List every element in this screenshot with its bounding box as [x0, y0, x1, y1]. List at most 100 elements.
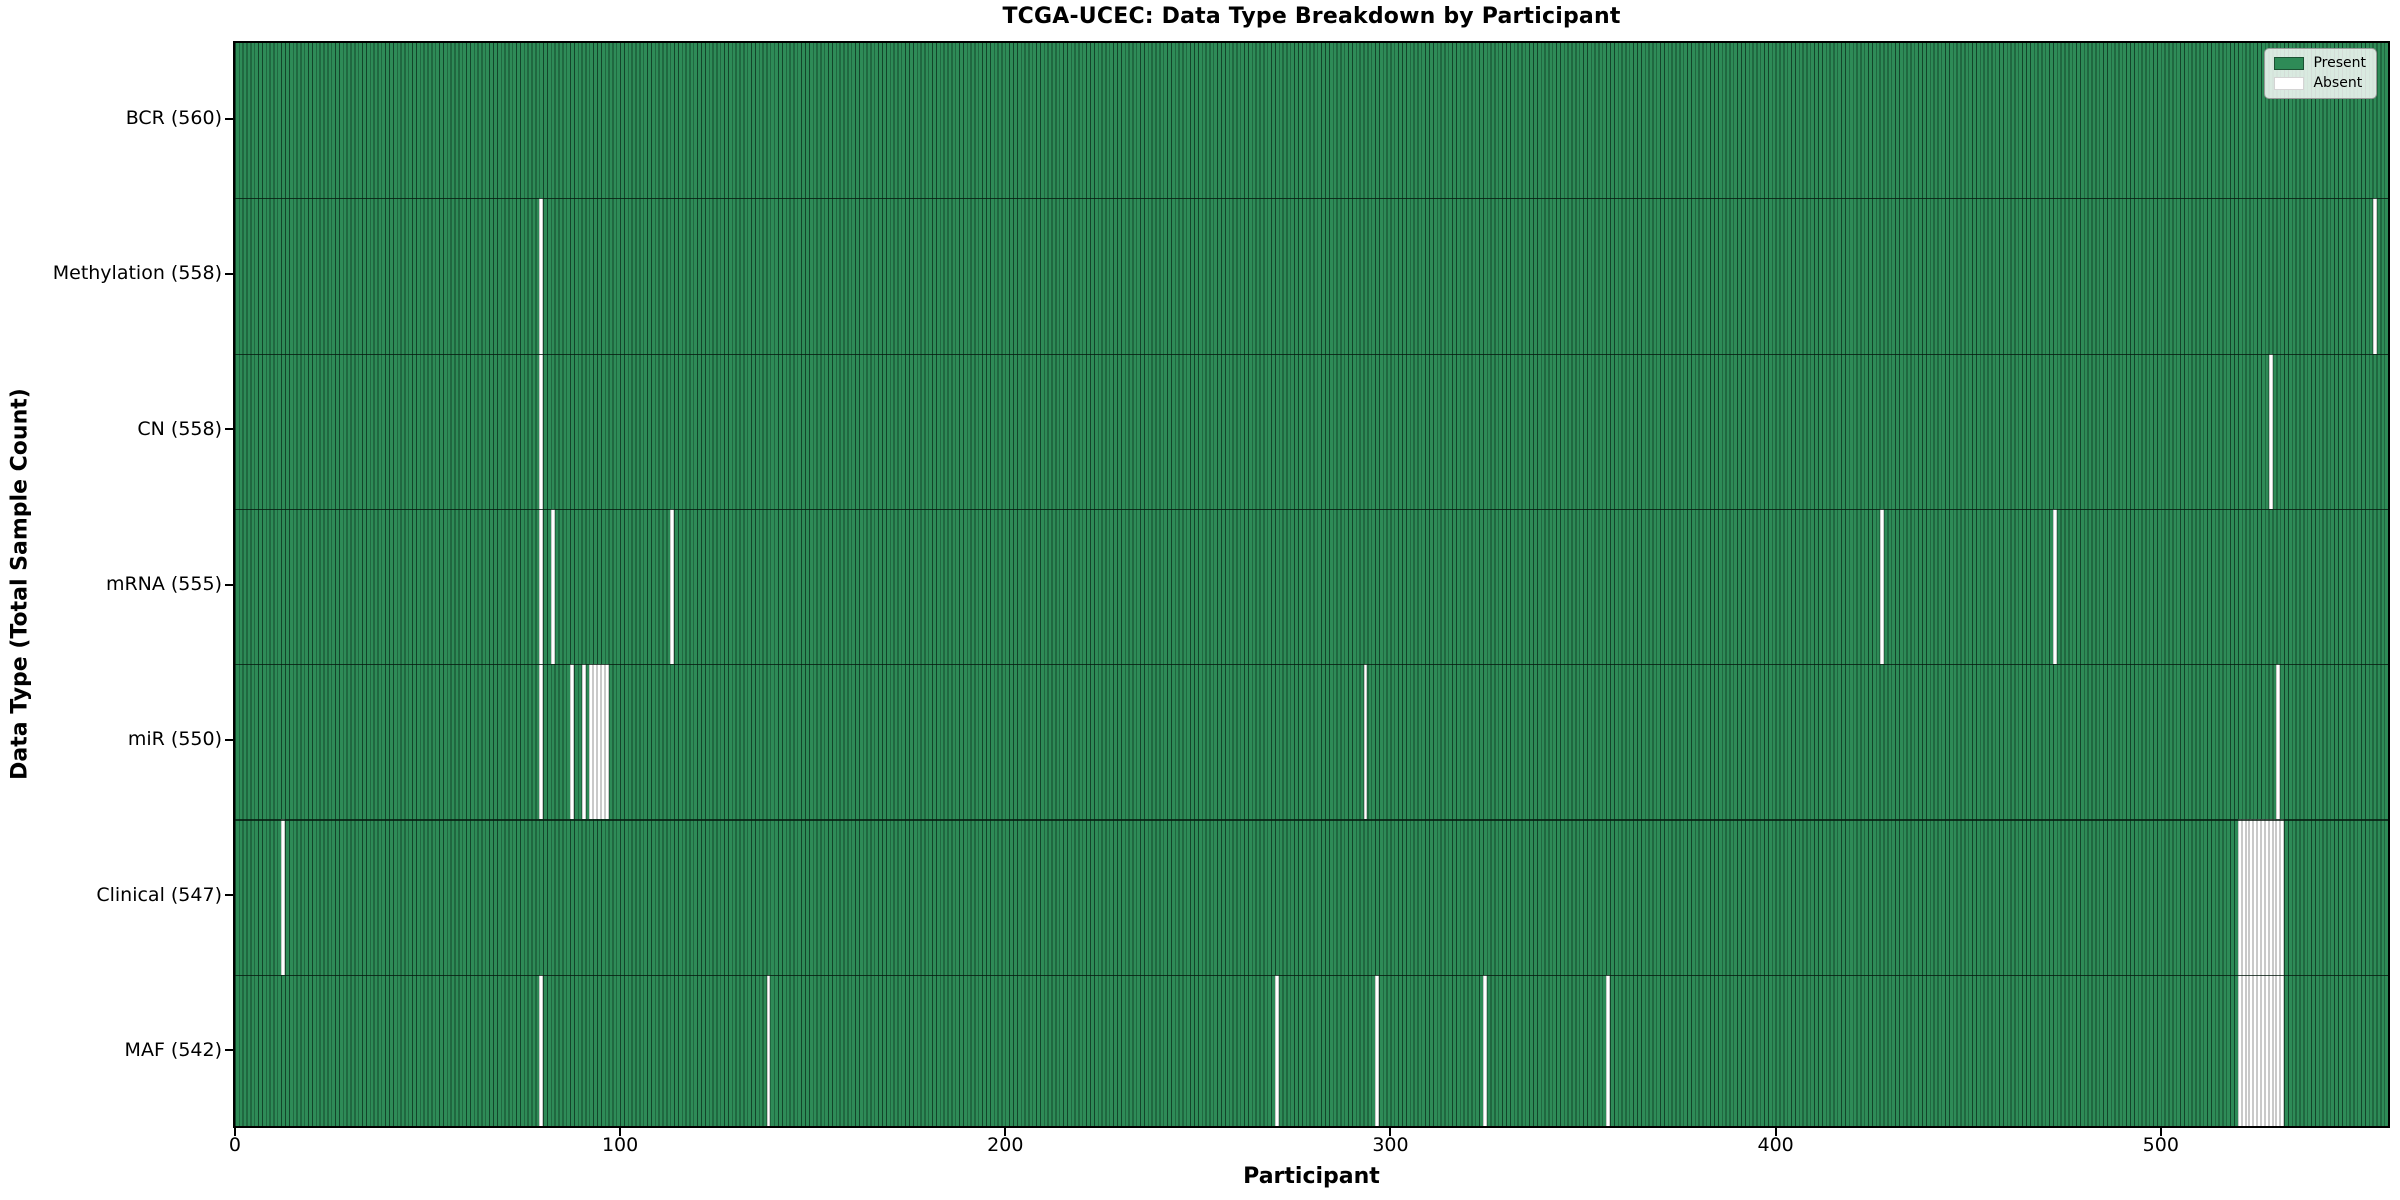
absent-stripe [1879, 508, 1884, 665]
chart-title: TCGA-UCEC: Data Type Breakdown by Partic… [1002, 4, 1621, 29]
y-tick-mark [225, 738, 233, 741]
y-tick-label-mrna: mRNA (555) [105, 573, 222, 595]
absent-stripe [604, 664, 609, 820]
chart-row-bcr [235, 43, 2388, 199]
absent-stripe [2276, 974, 2281, 1126]
chart-row-clinical [235, 819, 2388, 975]
absent-stripe [1606, 974, 1611, 1126]
x-tick-mark [1004, 1128, 1007, 1136]
absent-stripe [2268, 353, 2273, 509]
legend: Present Absent [2264, 48, 2377, 99]
legend-label-present: Present [2313, 55, 2366, 71]
absent-stripe [2264, 974, 2269, 1126]
absent-stripe [539, 198, 544, 354]
absent-stripe [539, 974, 544, 1126]
x-tick-mark [1774, 1128, 1777, 1136]
absent-stripe [1482, 974, 1487, 1126]
y-tick-mark [225, 272, 233, 275]
absent-stripe [2264, 819, 2269, 975]
absent-stripe [2253, 819, 2258, 975]
absent-stripe [550, 508, 555, 665]
y-tick-label-maf: MAF (542) [124, 1038, 222, 1061]
absent-stripe [2245, 974, 2250, 1126]
absent-stripe [281, 819, 286, 975]
chart-row-mrna [235, 508, 2388, 665]
legend-item-absent: Absent [2274, 76, 2366, 90]
absent-stripe [1375, 974, 1379, 1126]
absent-stripe [2237, 974, 2242, 1126]
absent-stripe [2276, 819, 2281, 975]
chart-row-maf [235, 974, 2388, 1126]
chart-row-mir [235, 664, 2388, 820]
x-tick-label-300: 300 [1372, 1134, 1409, 1156]
absent-stripe [2280, 819, 2285, 975]
absent-stripe [2245, 819, 2250, 975]
x-tick-label-200: 200 [987, 1134, 1024, 1156]
x-tick-mark [619, 1128, 622, 1136]
y-tick-label-cn: CN (558) [137, 417, 222, 440]
present-swatch-icon [2274, 56, 2305, 70]
y-tick-mark [225, 117, 233, 120]
absent-stripe [2053, 508, 2057, 665]
absent-stripe [2268, 819, 2273, 975]
absent-stripe [670, 508, 675, 665]
chart-row-cn [235, 353, 2388, 509]
y-tick-label-mir: miR (550) [127, 728, 222, 751]
absent-stripe [2257, 819, 2262, 975]
x-tick-label-400: 400 [1757, 1134, 1794, 1156]
x-tick-mark [2159, 1128, 2162, 1136]
y-tick-label-bcr: BCR (560) [125, 107, 222, 130]
absent-stripe [600, 664, 605, 820]
y-tick-label-methylation: Methylation (558) [52, 262, 222, 285]
absent-stripe [2257, 974, 2262, 1126]
absent-stripe [2249, 819, 2254, 975]
row-separator [235, 198, 2388, 200]
absent-swatch-icon [2274, 76, 2305, 90]
absent-stripe [2261, 974, 2265, 1126]
absent-stripe [597, 664, 601, 820]
absent-stripe [2372, 198, 2377, 354]
absent-stripe [593, 664, 598, 820]
absent-stripe [2237, 819, 2242, 975]
row-separator [235, 664, 2388, 666]
row-separator [235, 508, 2388, 511]
y-tick-mark [225, 428, 233, 431]
absent-stripe [539, 353, 544, 509]
x-tick-label-100: 100 [601, 1134, 639, 1156]
x-axis-label: Participant [1243, 1164, 1380, 1189]
x-tick-label-500: 500 [2142, 1134, 2179, 1156]
y-tick-mark [225, 583, 233, 586]
y-tick-mark [225, 1049, 233, 1052]
y-tick-label-clinical: Clinical (547) [96, 883, 222, 906]
x-tick-mark [233, 1128, 236, 1136]
absent-stripe [1274, 974, 1279, 1126]
absent-stripe [2241, 974, 2246, 1126]
legend-item-present: Present [2274, 56, 2366, 70]
absent-stripe [766, 974, 771, 1126]
absent-stripe [570, 664, 574, 820]
absent-stripe [2276, 664, 2281, 820]
legend-label-absent: Absent [2313, 75, 2363, 91]
absent-stripe [539, 508, 544, 665]
absent-stripe [2268, 974, 2273, 1126]
row-separator [235, 353, 2388, 355]
x-tick-label-0: 0 [228, 1134, 241, 1156]
absent-stripe [581, 664, 586, 820]
absent-stripe [2249, 974, 2254, 1126]
x-tick-mark [1389, 1128, 1392, 1136]
absent-stripe [2241, 819, 2246, 975]
row-separator [235, 974, 2388, 976]
absent-stripe [2253, 974, 2258, 1126]
row-separator [235, 819, 2388, 821]
chart-row-methylation [235, 198, 2388, 354]
absent-stripe [1363, 664, 1368, 820]
plot-area: Present Absent [233, 41, 2390, 1128]
absent-stripe [2261, 819, 2265, 975]
absent-stripe [2272, 974, 2277, 1126]
absent-stripe [539, 664, 544, 820]
absent-stripe [2280, 974, 2285, 1126]
absent-stripe [589, 664, 594, 820]
absent-stripe [2272, 819, 2277, 975]
y-tick-mark [225, 894, 233, 897]
